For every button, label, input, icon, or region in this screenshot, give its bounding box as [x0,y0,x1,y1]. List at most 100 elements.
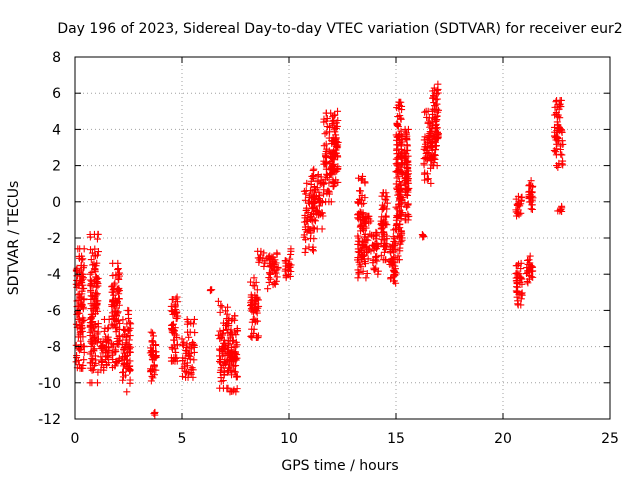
data-point [378,224,386,232]
data-point [216,308,224,316]
data-point [552,151,560,159]
data-point [395,172,403,180]
data-point [126,365,134,373]
data-point [361,260,369,268]
data-point [97,353,105,361]
data-point [314,178,322,186]
data-point [121,331,129,339]
data-point [362,224,370,232]
data-point [368,231,376,239]
data-point [269,253,277,261]
data-point [398,209,406,217]
data-point [168,357,176,365]
data-point [178,335,186,343]
data-point [394,191,402,199]
x-tick-label: 10 [280,431,298,447]
data-point [126,332,134,340]
data-point [551,123,559,131]
data-point [315,188,323,196]
data-point [251,318,259,326]
data-point [76,364,84,372]
data-point [317,176,325,184]
data-point [433,90,441,98]
y-tick-label: -4 [47,267,61,283]
data-point [423,155,431,163]
data-point [109,297,117,305]
data-point [149,374,157,382]
data-point [557,96,565,104]
data-point [309,246,317,254]
data-point [248,334,256,342]
data-point [114,358,122,366]
data-point [286,255,294,263]
x-tick-label: 0 [71,431,80,447]
data-point [75,361,83,369]
data-point [395,165,403,173]
data-point [120,325,128,333]
data-point [393,136,401,144]
data-point [72,267,80,275]
data-point [185,351,193,359]
data-point [120,347,128,355]
data-point [354,240,362,248]
data-point [169,345,177,353]
data-point [170,341,178,349]
y-axis-label: SDTVAR / TECUs [6,181,22,296]
data-point [100,366,108,374]
data-point [556,145,564,153]
data-point [514,199,522,207]
data-point [401,127,409,135]
data-point [354,211,362,219]
data-point [91,265,99,273]
data-point [332,119,340,127]
data-point [383,193,391,201]
data-point [367,217,375,225]
data-point [322,165,330,173]
data-point [217,302,225,310]
data-point [222,307,230,315]
data-point [86,379,94,387]
data-point [273,266,281,274]
data-point [515,201,523,209]
data-point [403,147,411,155]
data-point [390,267,398,275]
data-point [94,274,102,282]
data-point [218,345,226,353]
data-point [432,125,440,133]
data-point [553,134,561,142]
data-point [312,207,320,215]
data-point [92,302,100,310]
data-point [92,283,100,291]
data-point [94,248,102,256]
data-point [334,152,342,160]
data-point [80,348,88,356]
data-point [282,271,290,279]
data-point [230,386,238,394]
data-point [374,267,382,275]
data-point [427,179,435,187]
data-point [76,329,84,337]
data-point [115,272,123,280]
data-point [281,257,289,265]
data-point [261,257,269,265]
data-point [430,162,438,170]
data-point [514,192,522,200]
data-point [187,345,195,353]
y-tick-label: -6 [47,303,61,319]
data-point [394,256,402,264]
data-point [125,314,133,322]
data-point [310,203,318,211]
data-point [319,212,327,220]
data-point [119,373,127,381]
data-point [108,320,116,328]
data-point [386,261,394,269]
data-point [432,145,440,153]
data-point [86,359,94,367]
data-point [124,327,132,335]
data-point [189,366,197,374]
grid-layer [75,57,610,419]
data-point [93,235,101,243]
data-point [231,328,239,336]
data-point [369,256,377,264]
data-point [97,342,105,350]
